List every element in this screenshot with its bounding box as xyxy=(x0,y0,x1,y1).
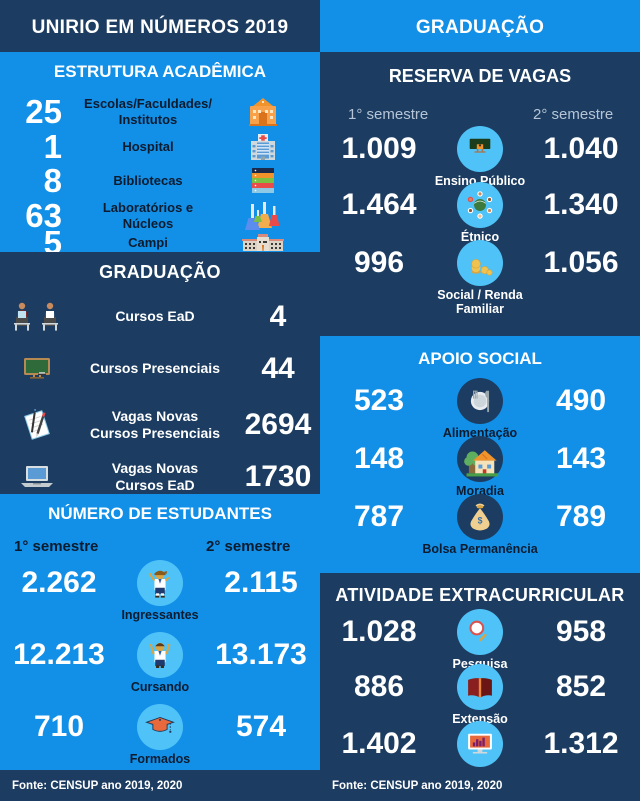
svg-text:$: $ xyxy=(478,515,483,525)
